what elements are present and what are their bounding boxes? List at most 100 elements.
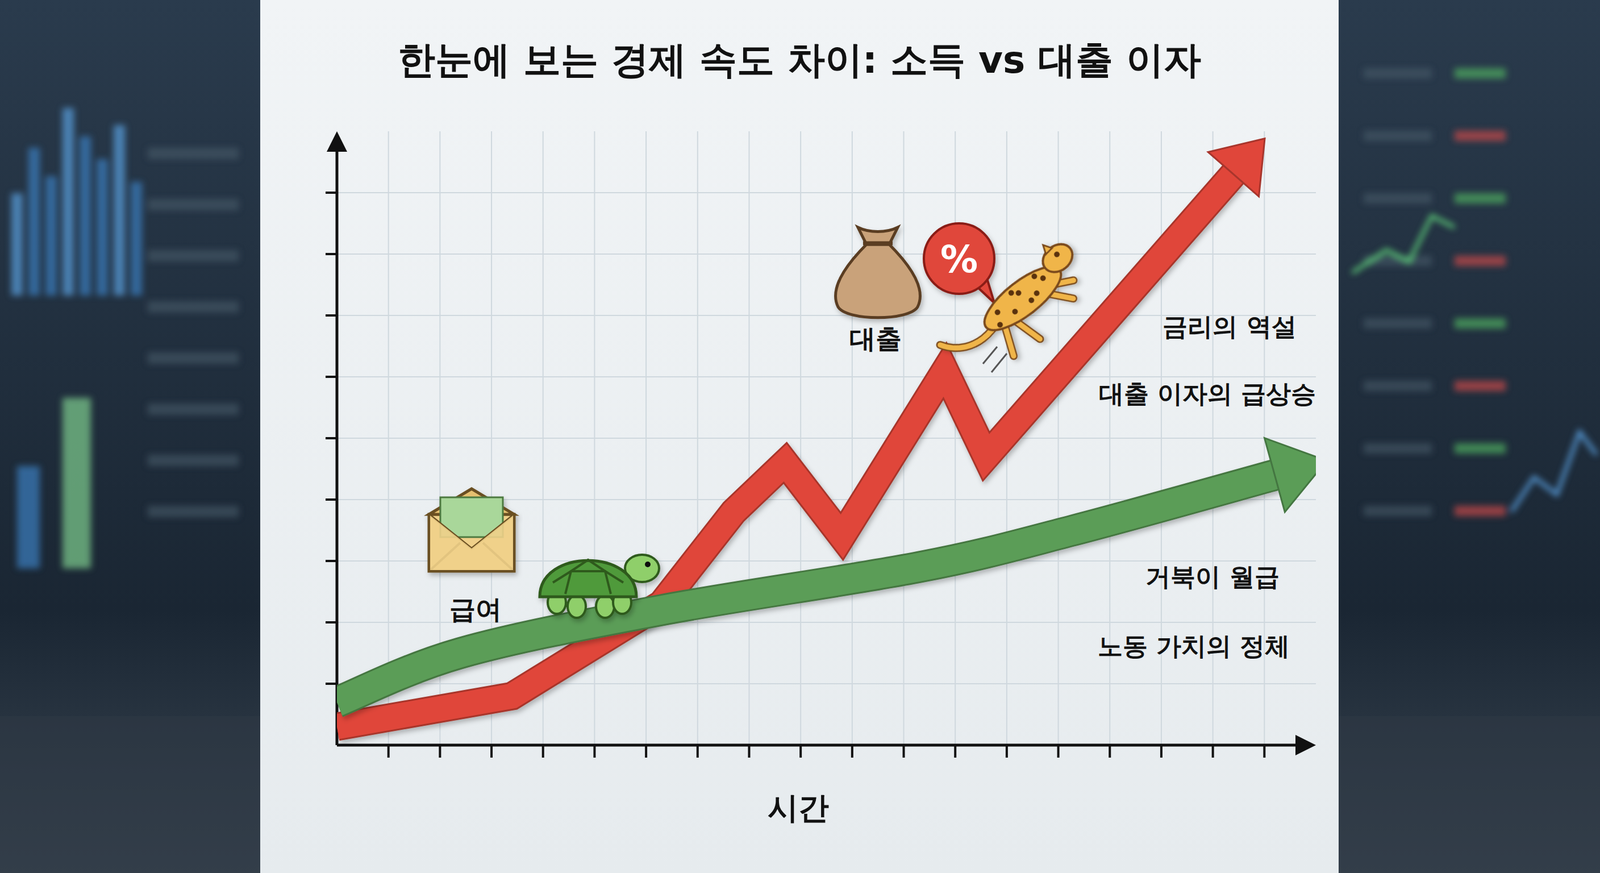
deco-row [147,250,239,262]
annotation: 금리의 역설 [1162,311,1297,341]
deco-bar [62,397,91,569]
deco-row [1363,68,1432,79]
envelope-icon [428,488,515,572]
x-axis [336,743,1305,747]
annotation: 거북이 월급 [1145,561,1279,591]
bubble [923,223,995,294]
deco-row [1363,505,1432,516]
speed-line [982,346,998,364]
grid [336,131,1316,745]
spot [1007,288,1016,297]
spot [993,307,1002,316]
leg [996,326,1023,357]
x-tick [490,744,493,758]
x-tick [438,744,441,758]
bag-top [857,227,898,245]
chart-root: 한눈에 보는 경제 속도 차이: 소득 vs 대출 이자시간%대출금리의 역설대… [0,0,1600,873]
x-tick [1005,744,1008,758]
deco-bar [17,465,40,569]
x-tick [593,744,596,758]
x-tick [1057,744,1060,758]
spot [1010,307,1019,316]
x-tick [902,744,906,758]
arrowhead [1207,138,1265,197]
percent-bubble-icon: % [923,223,995,303]
deco-row [1454,318,1506,329]
x-tick [1263,744,1266,758]
deco-bar [113,125,125,296]
spot [1014,289,1023,298]
deco-row [147,454,239,466]
y-tick [325,375,337,378]
deco-row [1454,193,1506,204]
deco-row [1363,193,1432,204]
deco-row [1454,443,1506,454]
turtle-leg [567,594,586,618]
deco-bar [28,147,40,296]
deco-row [1363,318,1432,329]
ear [1040,242,1053,255]
deco-bar [79,136,91,296]
bag-tie [863,241,893,246]
x-tick [799,744,802,758]
deco-line [1352,215,1455,273]
x-axis-arrow [1295,734,1316,756]
turtle-eye [644,561,651,568]
turtle-leg [596,594,615,618]
deco-row [147,147,239,160]
x-tick [851,744,854,758]
deco-bar [45,176,57,296]
money-bag-icon [835,227,921,318]
deco-row [1454,505,1506,516]
x-tick [542,744,545,758]
spot [1039,273,1048,282]
series-label: 급여 [449,593,502,625]
x-tick [644,744,648,758]
deco-bar [11,193,23,296]
speed-line [991,353,1007,373]
y-axis-arrow [326,131,348,152]
spot [1052,250,1061,259]
deco-row [147,198,239,211]
y-axis [335,142,339,745]
grid-line [336,376,1316,378]
x-tick [747,744,750,758]
deco-line [1511,431,1597,512]
x-axis-title: 시간 [767,789,829,826]
turtle-icon [539,554,660,618]
line-outline [336,475,1275,703]
deco-row [1454,380,1506,391]
spot [1032,289,1041,298]
panel [260,0,1339,873]
deco-row [1363,443,1432,454]
x-tick [696,744,699,758]
deco-row [147,505,239,518]
spot [1030,272,1039,281]
x-tick [387,744,390,758]
turtle-shell-pattern [552,559,624,594]
deco-row [147,301,239,313]
deco-bar [96,159,108,296]
y-tick [325,436,337,440]
axes [325,131,1316,758]
x-tick [1211,744,1215,758]
y-tick [325,252,337,256]
deco-row [1454,130,1506,141]
percent-symbol: % [940,237,978,282]
deco-row [1363,380,1432,391]
y-tick [325,559,337,562]
deco-row [147,403,239,415]
grid-line [336,437,1316,439]
series-line [336,475,1275,703]
x-tick [1108,744,1111,758]
annotation: 대출 이자의 급상승 [1098,378,1317,408]
grid-line [336,192,1316,194]
head [1037,238,1078,278]
deco-row [1363,130,1432,141]
deco-row [1454,255,1506,266]
y-tick [325,621,337,624]
spot [1027,296,1036,304]
envelope-folds [428,514,515,572]
leg-fill [996,326,1023,357]
background [0,0,1600,873]
